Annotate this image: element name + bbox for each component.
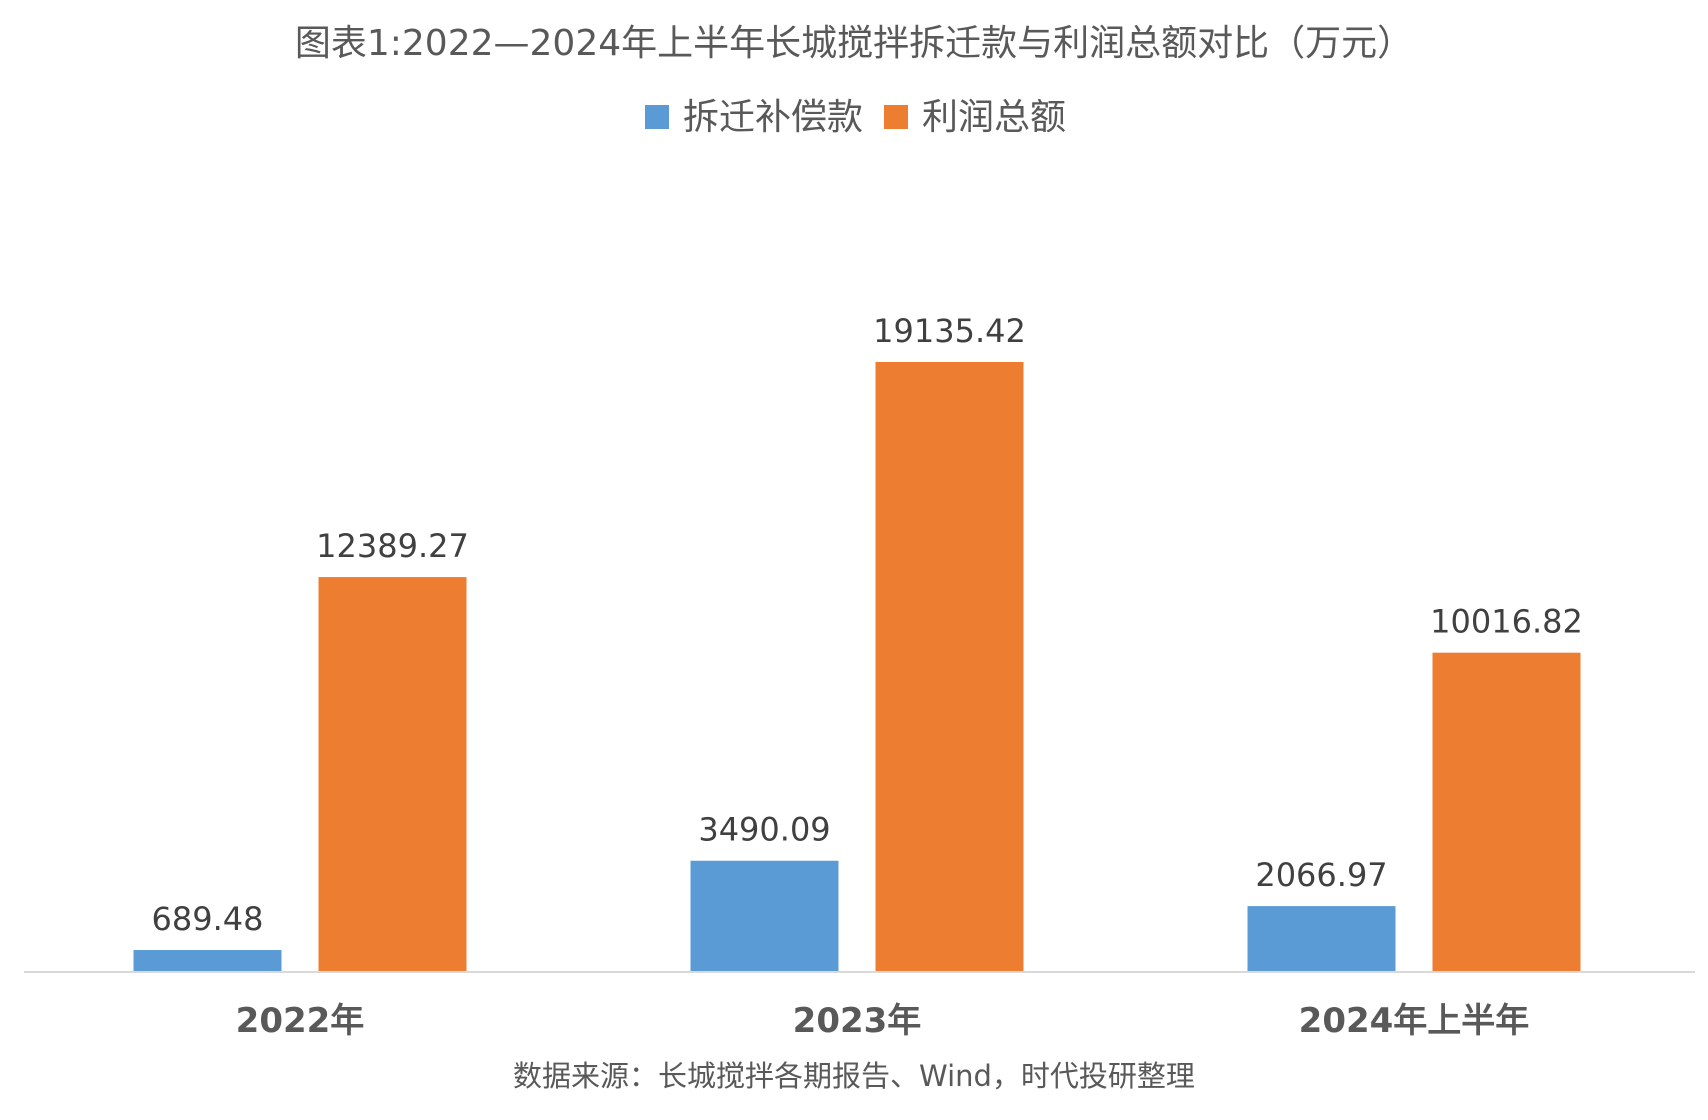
category-label-3: 2024年上半年: [1299, 1001, 1530, 1041]
category-label-2: 2023年: [793, 1001, 922, 1041]
bars-group: [133, 362, 1581, 972]
data-label-series2-cat1: 12389.27: [316, 527, 469, 565]
legend-swatch-1: [645, 105, 669, 129]
bar-series1-cat1: [133, 950, 282, 972]
legend-label-2: 利润总额: [922, 97, 1066, 138]
category-label-1: 2022年: [236, 1001, 365, 1041]
chart-title: 图表1:2022—2024年上半年长城搅拌拆迁款与利润总额对比（万元）: [295, 23, 1413, 64]
legend: 拆迁补偿款 利润总额: [645, 97, 1066, 138]
data-label-series2-cat2: 19135.42: [873, 312, 1026, 350]
legend-label-1: 拆迁补偿款: [683, 97, 863, 138]
legend-swatch-2: [884, 105, 908, 129]
bar-series2-cat1: [318, 577, 467, 972]
value-labels-group: 689.48 12389.27 3490.09 19135.42 2066.97 1001…: [152, 312, 1583, 938]
bar-series1-cat2: [690, 860, 839, 972]
source-note: 数据来源：长城搅拌各期报告、Wind，时代投研整理: [513, 1059, 1195, 1093]
data-label-series1-cat1: 689.48: [152, 900, 264, 938]
data-label-series1-cat2: 3490.09: [698, 811, 830, 849]
data-label-series1-cat3: 2066.97: [1255, 856, 1387, 894]
bar-series2-cat2: [875, 362, 1024, 972]
data-label-series2-cat3: 10016.82: [1430, 603, 1583, 641]
bar-series2-cat3: [1432, 652, 1581, 972]
bar-series1-cat3: [1247, 906, 1396, 972]
category-labels-group: 2022年 2023年 2024年上半年: [236, 1001, 1530, 1041]
